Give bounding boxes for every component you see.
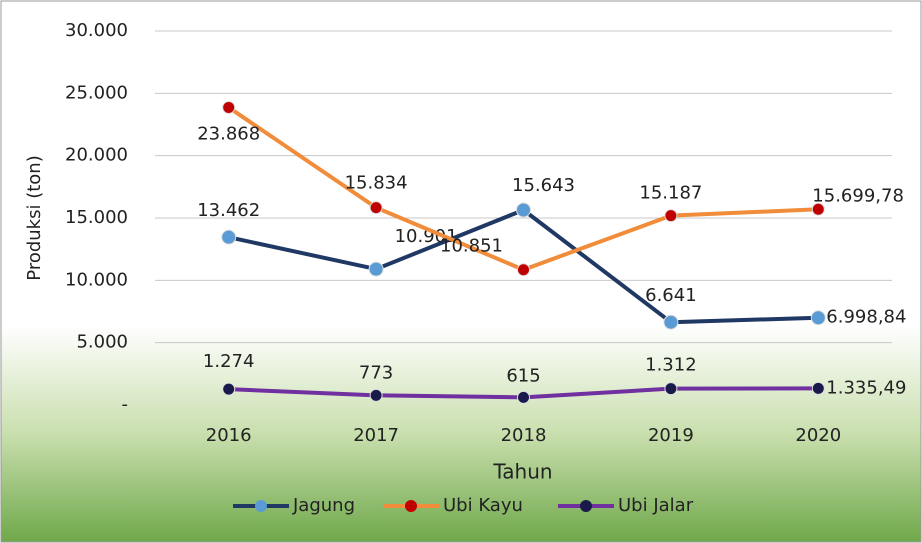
value-label: 10.901 [395,226,458,247]
value-label: 1.335,49 [826,377,906,398]
point-marker [517,263,530,277]
value-label: 15.187 [639,183,702,204]
x-axis-title: Tahun [492,460,552,484]
point-marker [517,390,530,404]
point-marker [810,310,826,326]
legend-label: Ubi Jalar [618,495,694,516]
value-label: 6.998,84 [826,307,906,328]
value-label: 15.699,78 [812,185,904,206]
x-tick-label: 2019 [648,425,694,446]
value-label: 23.868 [197,123,260,144]
value-label: 615 [506,365,540,386]
point-marker [664,382,678,396]
x-tick-label: 2017 [353,425,399,446]
point-marker [222,382,236,396]
value-label: 15.643 [512,175,575,196]
value-label: 15.834 [345,173,408,194]
y-tick-label: 30.000 [65,20,128,41]
y-tick-label: 5.000 [76,332,128,353]
legend-marker [255,500,267,512]
value-label: 1.312 [645,355,697,376]
y-tick-label: - [122,394,129,415]
y-axis-title: Produksi (ton) [24,155,45,280]
value-label: 13.462 [197,200,260,221]
value-label: 1.274 [203,351,255,372]
point-marker [664,209,678,223]
y-tick-label: 20.000 [65,145,128,166]
point-marker [369,201,383,215]
value-label: 6.641 [645,285,697,306]
x-tick-label: 2020 [795,425,841,446]
value-label: 10.851 [440,236,503,257]
point-marker [222,100,236,114]
point-marker [516,202,531,218]
point-marker [369,388,383,402]
legend-marker [405,500,417,512]
x-tick-label: 2016 [206,425,252,446]
point-marker [368,261,384,277]
x-tick-label: 2018 [501,425,547,446]
point-marker [811,381,825,395]
legend-marker [580,500,592,512]
legend-label: Ubi Kayu [443,495,523,516]
y-tick-label: 10.000 [65,269,128,290]
legend-label: Jagung [292,495,355,516]
point-marker [221,229,237,245]
y-tick-label: 15.000 [65,207,128,228]
y-tick-label: 25.000 [65,82,128,103]
value-label: 773 [359,362,393,383]
point-marker [811,202,825,216]
point-marker [663,314,679,330]
